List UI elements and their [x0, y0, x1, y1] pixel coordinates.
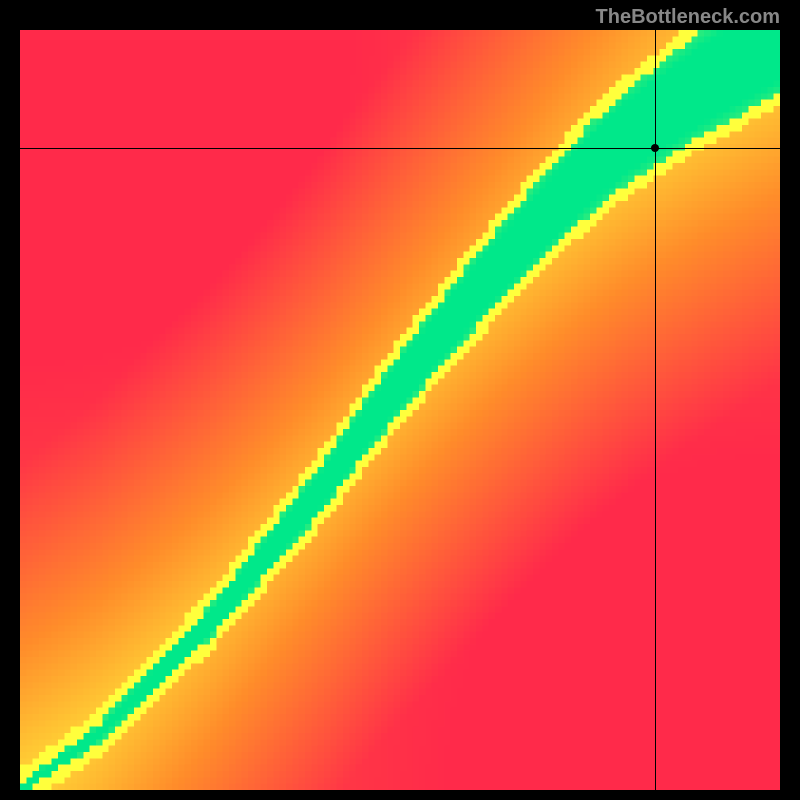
chart-container: TheBottleneck.com	[0, 0, 800, 800]
marker-dot	[651, 144, 659, 152]
heatmap-plot	[20, 30, 780, 790]
crosshair-horizontal	[20, 148, 780, 149]
watermark-text: TheBottleneck.com	[596, 6, 780, 29]
heatmap-canvas	[20, 30, 780, 790]
